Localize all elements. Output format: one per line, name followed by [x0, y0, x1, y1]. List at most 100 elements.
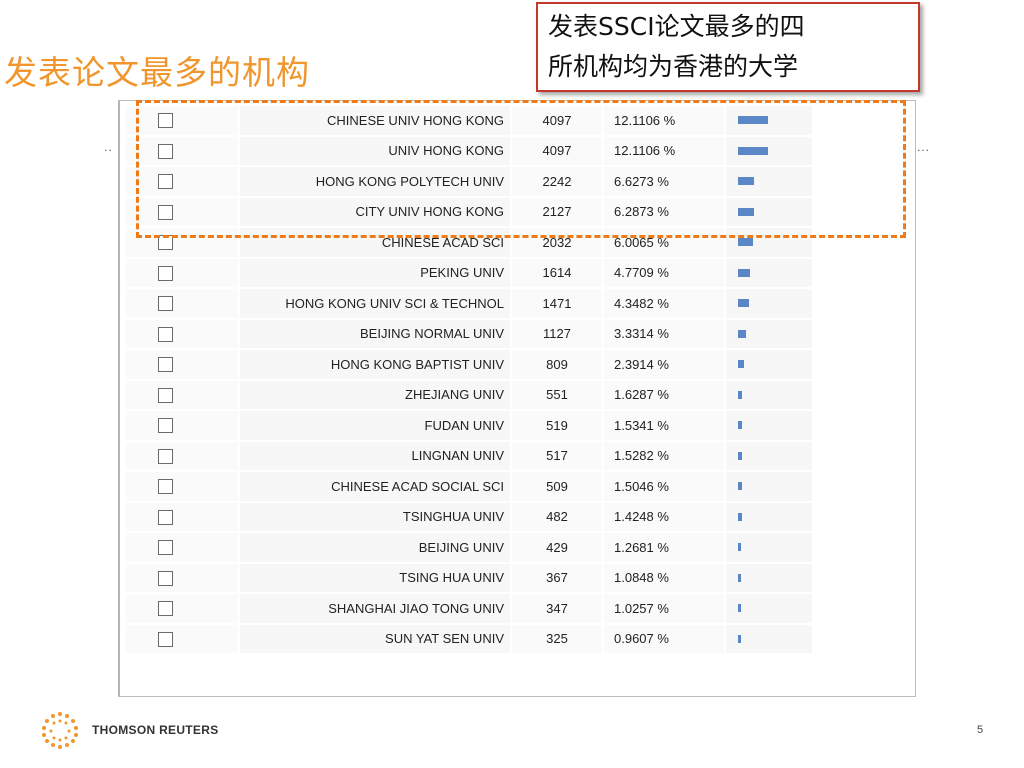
row-checkbox[interactable] — [158, 357, 173, 373]
institution-name: CHINESE ACAD SOCIAL SCI — [240, 472, 510, 501]
percentage-bar — [738, 146, 768, 155]
row-checkbox[interactable] — [158, 418, 173, 434]
table-row: HONG KONG UNIV SCI & TECHNOL 1471 4.3482 % — [126, 289, 812, 318]
row-checkbox[interactable] — [158, 448, 173, 464]
row-checkbox[interactable] — [158, 204, 173, 220]
percentage: 3.3314 % — [604, 319, 724, 348]
institution-name: FUDAN UNIV — [240, 411, 510, 440]
row-checkbox[interactable] — [158, 540, 173, 556]
slide-title: 发表论文最多的机构 — [4, 53, 310, 92]
row-checkbox-cell — [126, 533, 238, 562]
row-checkbox[interactable] — [158, 479, 173, 495]
row-checkbox[interactable] — [158, 296, 173, 312]
row-checkbox[interactable] — [158, 265, 173, 281]
record-count: 519 — [512, 411, 602, 440]
row-checkbox[interactable] — [158, 570, 173, 586]
bar-cell — [726, 380, 812, 409]
institution-name: HONG KONG UNIV SCI & TECHNOL — [240, 289, 510, 318]
row-checkbox[interactable] — [158, 174, 173, 190]
institution-name: UNIV HONG KONG — [240, 136, 510, 165]
percentage: 4.3482 % — [604, 289, 724, 318]
institution-name: CITY UNIV HONG KONG — [240, 197, 510, 226]
percentage-bar — [738, 604, 741, 613]
row-checkbox[interactable] — [158, 387, 173, 403]
percentage: 4.7709 % — [604, 258, 724, 287]
percentage-bar — [738, 299, 749, 308]
table-row: SHANGHAI JIAO TONG UNIV 347 1.0257 % — [126, 594, 812, 623]
row-checkbox[interactable] — [158, 631, 173, 647]
bar-cell — [726, 441, 812, 470]
percentage-bar — [738, 177, 754, 186]
institution-name: SHANGHAI JIAO TONG UNIV — [240, 594, 510, 623]
table-row: PEKING UNIV 1614 4.7709 % — [126, 258, 812, 287]
row-checkbox-cell — [126, 502, 238, 531]
bar-cell — [726, 563, 812, 592]
percentage-bar — [738, 207, 754, 216]
institution-name: ZHEJIANG UNIV — [240, 380, 510, 409]
callout-line-2: 所机构均为香港的大学 — [548, 52, 799, 81]
row-checkbox-cell — [126, 350, 238, 379]
percentage: 12.1106 % — [604, 136, 724, 165]
table-row: SUN YAT SEN UNIV 325 0.9607 % — [126, 624, 812, 653]
bar-cell — [726, 624, 812, 653]
page-number: 5 — [977, 724, 984, 736]
institution-name: CHINESE ACAD SCI — [240, 228, 510, 257]
row-checkbox-cell — [126, 594, 238, 623]
row-checkbox[interactable] — [158, 509, 173, 525]
percentage-bar — [738, 116, 768, 125]
table-row: ZHEJIANG UNIV 551 1.6287 % — [126, 380, 812, 409]
record-count: 4097 — [512, 106, 602, 135]
percentage: 12.1106 % — [604, 106, 724, 135]
brand-name: THOMSON REUTERS — [92, 723, 219, 737]
row-checkbox[interactable] — [158, 113, 173, 129]
row-checkbox-cell — [126, 441, 238, 470]
callout-box: 发表SSCI论文最多的四 所机构均为香港的大学 — [536, 2, 920, 92]
row-checkbox[interactable] — [158, 326, 173, 342]
row-checkbox-cell — [126, 228, 238, 257]
results-panel: CHINESE UNIV HONG KONG 4097 12.1106 % UNIV … — [118, 100, 916, 697]
row-checkbox-cell — [126, 197, 238, 226]
table-row: HONG KONG POLYTECH UNIV 2242 6.6273 % — [126, 167, 812, 196]
institution-name: TSINGHUA UNIV — [240, 502, 510, 531]
record-count: 325 — [512, 624, 602, 653]
row-checkbox-cell — [126, 624, 238, 653]
percentage: 1.2681 % — [604, 533, 724, 562]
row-checkbox[interactable] — [158, 601, 173, 617]
record-count: 2032 — [512, 228, 602, 257]
bar-cell — [726, 167, 812, 196]
institution-name: BEIJING UNIV — [240, 533, 510, 562]
record-count: 509 — [512, 472, 602, 501]
table-row: UNIV HONG KONG 4097 12.1106 % — [126, 136, 812, 165]
percentage-bar — [738, 482, 742, 491]
percentage: 1.4248 % — [604, 502, 724, 531]
percentage-bar — [738, 238, 753, 247]
record-count: 517 — [512, 441, 602, 470]
row-checkbox[interactable] — [158, 143, 173, 159]
record-count: 1471 — [512, 289, 602, 318]
percentage: 1.0848 % — [604, 563, 724, 592]
percentage: 6.2873 % — [604, 197, 724, 226]
record-count: 4097 — [512, 136, 602, 165]
table-row: FUDAN UNIV 519 1.5341 % — [126, 411, 812, 440]
percentage-bar — [738, 634, 741, 643]
percentage: 0.9607 % — [604, 624, 724, 653]
percentage: 6.0065 % — [604, 228, 724, 257]
institution-name: PEKING UNIV — [240, 258, 510, 287]
institution-table: CHINESE UNIV HONG KONG 4097 12.1106 % UNIV … — [124, 104, 814, 655]
thomson-reuters-logo: THOMSON REUTERS — [36, 710, 219, 750]
row-checkbox-cell — [126, 319, 238, 348]
row-checkbox-cell — [126, 289, 238, 318]
thomson-reuters-globe-icon — [42, 712, 78, 749]
institution-name: HONG KONG BAPTIST UNIV — [240, 350, 510, 379]
row-checkbox[interactable] — [158, 235, 173, 251]
percentage-bar — [738, 360, 744, 369]
percentage: 1.5341 % — [604, 411, 724, 440]
bar-cell — [726, 136, 812, 165]
row-checkbox-cell — [126, 106, 238, 135]
percentage-bar — [738, 512, 742, 521]
percentage-bar — [738, 390, 742, 399]
bar-cell — [726, 411, 812, 440]
record-count: 1614 — [512, 258, 602, 287]
percentage: 2.3914 % — [604, 350, 724, 379]
bar-cell — [726, 106, 812, 135]
